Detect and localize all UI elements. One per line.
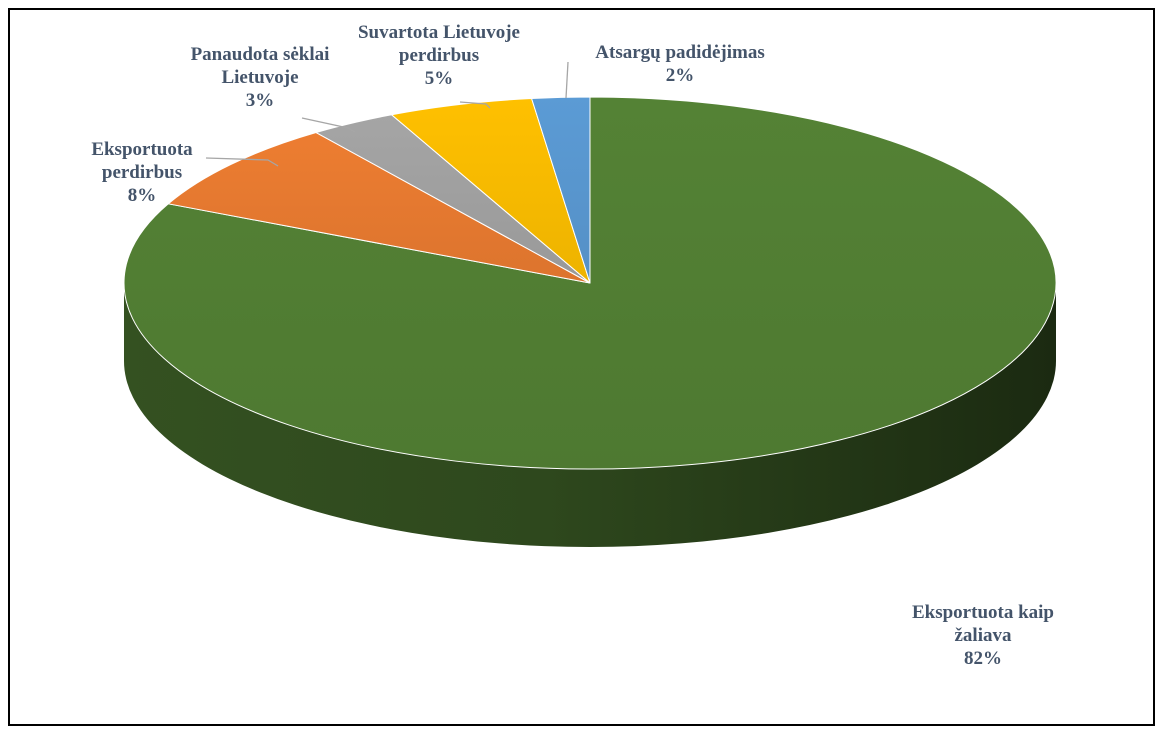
data-label-value: 3% xyxy=(246,90,275,111)
slice-side-0 xyxy=(124,283,1056,547)
data-label-name: perdirbus xyxy=(102,162,182,183)
data-label-name: Eksportuota xyxy=(91,139,193,160)
data-label-name: žaliava xyxy=(955,625,1012,646)
data-label-2: Panaudota sėklai Lietuvoje 3% xyxy=(191,44,330,111)
pie-slice-3 xyxy=(391,97,591,284)
data-label-value: 5% xyxy=(425,68,454,89)
leader-line-2 xyxy=(301,117,356,133)
leader-line-1 xyxy=(205,157,279,167)
data-label-value: 2% xyxy=(666,65,695,86)
data-label-value: 8% xyxy=(128,185,157,206)
leader-line-3 xyxy=(459,101,491,109)
pie-slice-1 xyxy=(167,132,591,284)
data-label-3: Suvartota Lietuvoje perdirbus 5% xyxy=(358,22,520,89)
data-label-name: perdirbus xyxy=(399,45,479,66)
data-label-name: Eksportuota kaip xyxy=(912,602,1054,623)
data-label-name: Panaudota sėklai xyxy=(191,44,330,65)
data-label-0: Eksportuota kaip žaliava 82% xyxy=(912,602,1054,669)
data-label-1: Eksportuota perdirbus 8% xyxy=(91,139,193,206)
data-label-value: 82% xyxy=(964,648,1002,669)
pie-slice-4 xyxy=(531,96,591,284)
data-label-name: Atsargų padidėjimas xyxy=(595,42,764,63)
data-label-name: Suvartota Lietuvoje xyxy=(358,22,520,43)
data-label-4: Atsargų padidėjimas 2% xyxy=(595,42,764,86)
leader-line-4 xyxy=(565,61,569,99)
data-label-name: Lietuvoje xyxy=(221,67,298,88)
